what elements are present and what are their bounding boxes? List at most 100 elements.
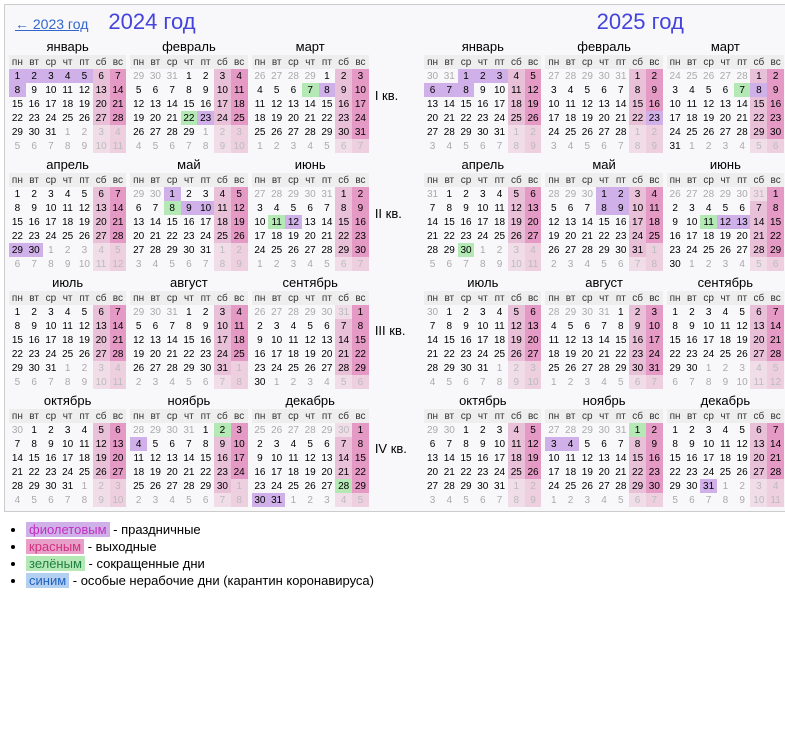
weekday-header: пн [545, 291, 562, 305]
day-cell: 30 [252, 493, 269, 507]
day-cell: 1 [441, 187, 458, 201]
day-cell: 8 [9, 201, 26, 215]
day-cell: 27 [734, 243, 751, 257]
day-cell: 19 [130, 111, 147, 125]
year-a-grid: январьпнвтсрчтптсбвс12345678910111213141… [9, 37, 369, 507]
day-cell: 9 [734, 493, 751, 507]
day-cell: 30 [441, 423, 458, 437]
weekday-header: ср [43, 55, 60, 69]
day-cell: 1 [508, 479, 525, 493]
day-cell: 12 [268, 97, 285, 111]
day-cell: 1 [667, 305, 684, 319]
day-cell: 20 [319, 465, 336, 479]
day-cell: 17 [545, 111, 562, 125]
weekday-header: пт [319, 173, 336, 187]
month-block: мартпнвтсрчтптсбвс2627282912345678910111… [252, 37, 369, 153]
day-cell: 13 [525, 201, 542, 215]
weekday-header: ср [579, 291, 596, 305]
weekday-header: сб [508, 55, 525, 69]
day-cell: 2 [683, 423, 700, 437]
day-cell: 3 [110, 479, 127, 493]
month-title: август [130, 273, 247, 291]
day-cell: 12 [734, 319, 751, 333]
day-cell: 8 [458, 437, 475, 451]
day-cell: 25 [59, 229, 76, 243]
day-cell: 26 [508, 347, 525, 361]
prev-year-link[interactable]: ← 2023 год [9, 16, 88, 32]
weekday-header: пн [252, 291, 269, 305]
day-cell: 5 [26, 493, 43, 507]
day-cell: 2 [181, 187, 198, 201]
day-cell: 23 [458, 229, 475, 243]
day-cell: 4 [525, 243, 542, 257]
month-block: ноябрьпнвтсрчтптсбвс27282930311234567891… [545, 391, 662, 507]
day-cell: 5 [545, 201, 562, 215]
day-cell: 20 [750, 451, 767, 465]
day-cell: 16 [252, 347, 269, 361]
legend-swatch: красным [26, 539, 84, 554]
day-cell: 9 [646, 139, 663, 153]
day-cell: 3 [545, 139, 562, 153]
day-cell: 12 [76, 319, 93, 333]
day-cell: 17 [545, 465, 562, 479]
day-cell: 29 [352, 479, 369, 493]
day-cell: 29 [458, 125, 475, 139]
day-cell: 13 [424, 451, 441, 465]
weekday-header: вс [110, 55, 127, 69]
day-cell: 6 [197, 375, 214, 389]
legend-item: красным - выходные [26, 539, 785, 554]
day-cell: 19 [562, 347, 579, 361]
day-cell: 30 [683, 479, 700, 493]
day-cell: 7 [491, 139, 508, 153]
day-cell: 28 [285, 69, 302, 83]
weekday-header: вс [110, 409, 127, 423]
day-cell: 25 [646, 229, 663, 243]
day-cell: 30 [319, 305, 336, 319]
day-cell: 6 [767, 257, 784, 271]
day-cell: 8 [508, 139, 525, 153]
day-cell: 3 [43, 187, 60, 201]
day-cell: 2 [302, 493, 319, 507]
day-cell: 5 [525, 69, 542, 83]
day-cell: 22 [352, 465, 369, 479]
day-cell: 5 [767, 361, 784, 375]
day-cell: 27 [579, 361, 596, 375]
day-cell: 10 [750, 493, 767, 507]
day-cell: 15 [319, 97, 336, 111]
day-cell: 15 [197, 451, 214, 465]
day-cell: 29 [181, 125, 198, 139]
day-cell: 5 [76, 305, 93, 319]
day-cell: 28 [424, 361, 441, 375]
day-cell: 13 [302, 215, 319, 229]
day-cell: 16 [612, 215, 629, 229]
weekday-header: чт [181, 173, 198, 187]
day-cell: 23 [646, 465, 663, 479]
month-table: пнвтсрчтптсбвс12345678910111213141516171… [667, 291, 784, 389]
day-cell: 20 [110, 451, 127, 465]
day-cell: 7 [612, 139, 629, 153]
day-cell: 30 [352, 243, 369, 257]
day-cell: 6 [612, 257, 629, 271]
day-cell: 18 [717, 451, 734, 465]
day-cell: 8 [9, 83, 26, 97]
weekday-header: чт [59, 409, 76, 423]
day-cell: 11 [717, 319, 734, 333]
day-cell: 15 [26, 451, 43, 465]
day-cell: 20 [424, 465, 441, 479]
weekday-header: сб [750, 173, 767, 187]
weekday-header: пн [545, 173, 562, 187]
day-cell: 2 [700, 257, 717, 271]
day-cell: 30 [26, 243, 43, 257]
day-cell: 6 [93, 305, 110, 319]
day-cell: 27 [683, 187, 700, 201]
day-cell: 8 [43, 257, 60, 271]
day-cell: 22 [9, 347, 26, 361]
day-cell: 24 [667, 69, 684, 83]
day-cell: 1 [231, 479, 248, 493]
day-cell: 18 [562, 465, 579, 479]
day-cell: 16 [667, 229, 684, 243]
day-cell: 6 [26, 139, 43, 153]
day-cell: 1 [197, 125, 214, 139]
month-title: октябрь [424, 391, 541, 409]
day-cell: 17 [231, 451, 248, 465]
